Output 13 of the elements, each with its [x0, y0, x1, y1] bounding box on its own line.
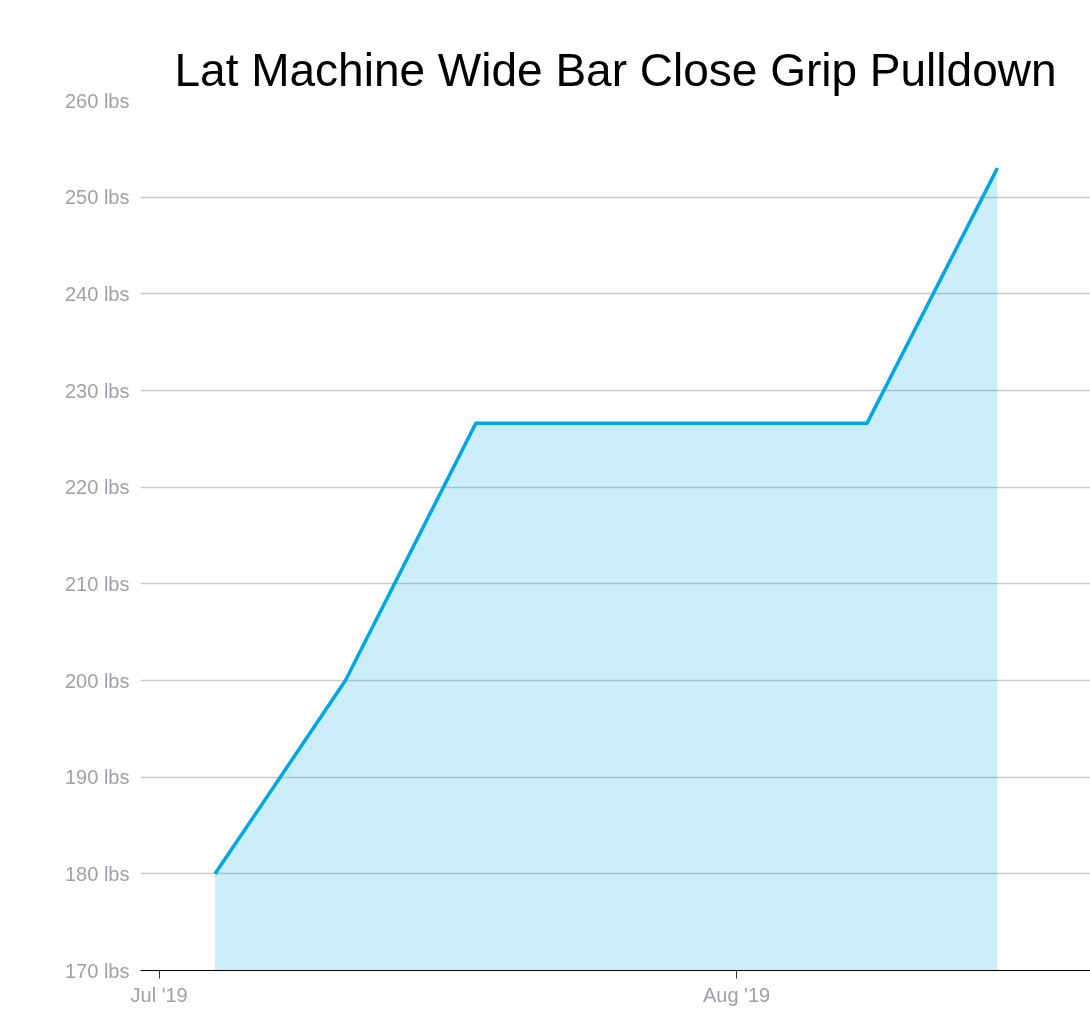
y-tick-label: 230 lbs [65, 379, 130, 402]
y-tick-label: 200 lbs [65, 669, 130, 692]
y-tick-label: 240 lbs [65, 282, 130, 305]
y-tick-label: 180 lbs [65, 862, 130, 885]
y-tick-label: 260 lbs [65, 89, 130, 112]
chart-title: Lat Machine Wide Bar Close Grip Pulldown [174, 43, 1057, 96]
y-tick-label: 210 lbs [65, 572, 130, 595]
x-tick-label: Jul '19 [130, 983, 188, 1006]
y-tick-label: 250 lbs [65, 186, 130, 209]
x-tick-label: Aug '19 [702, 983, 771, 1006]
y-tick-label: 190 lbs [65, 766, 130, 789]
y-tick-label: 220 lbs [65, 476, 130, 499]
y-tick-label: 170 lbs [65, 959, 130, 982]
